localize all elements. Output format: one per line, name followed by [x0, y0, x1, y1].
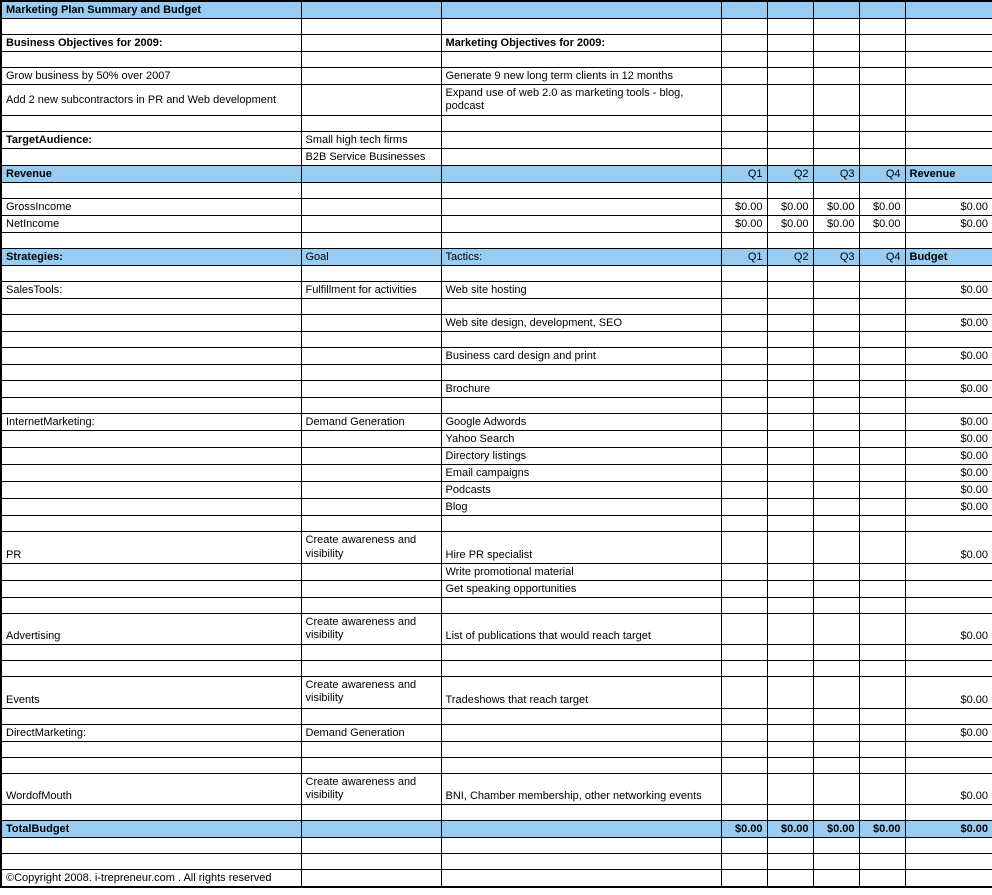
pr-name[interactable]: PR: [1, 532, 301, 563]
business-obj-1[interactable]: Grow business by 50% over 2007: [1, 68, 301, 85]
pr-t3[interactable]: Get speaking opportunities: [441, 580, 721, 597]
internet-row-3: Directory listings $0.00: [1, 448, 992, 465]
adv-row: Advertising Create awareness and visibil…: [1, 613, 992, 644]
pr-goal[interactable]: Create awareness and visibility: [301, 532, 441, 563]
internet-t2[interactable]: Yahoo Search: [441, 431, 721, 448]
rev-total[interactable]: Revenue: [905, 166, 992, 183]
copyright-text[interactable]: ©Copyright 2008. i-trepreneur.com . All …: [1, 869, 301, 887]
pr-row-3: Get speaking opportunities: [1, 580, 992, 597]
copyright-row: ©Copyright 2008. i-trepreneur.com . All …: [1, 869, 992, 887]
direct-row: DirectMarketing: Demand Generation $0.00: [1, 724, 992, 741]
rev-q1[interactable]: Q1: [721, 166, 767, 183]
goal-label[interactable]: Goal: [301, 249, 441, 266]
sales-row-1: SalesTools: Fulfillment for activities W…: [1, 282, 992, 299]
events-goal[interactable]: Create awareness and visibility: [301, 677, 441, 708]
revenue-label[interactable]: Revenue: [1, 166, 301, 183]
target-row-1: TargetAudience: Small high tech firms: [1, 132, 992, 149]
total-label[interactable]: TotalBudget: [1, 820, 301, 837]
marketing-obj-header[interactable]: Marketing Objectives for 2009:: [441, 35, 721, 52]
sales-t1[interactable]: Web site hosting: [441, 282, 721, 299]
sales-t3[interactable]: Business card design and print: [441, 348, 721, 365]
adv-name[interactable]: Advertising: [1, 613, 301, 644]
sales-row-3: Business card design and print $0.00: [1, 348, 992, 365]
sales-t4[interactable]: Brochure: [441, 381, 721, 398]
sales-row-2: Web site design, development, SEO $0.00: [1, 315, 992, 332]
business-obj-header[interactable]: Business Objectives for 2009:: [1, 35, 301, 52]
target-row-2: B2B Service Businesses: [1, 149, 992, 166]
net-label[interactable]: NetIncome: [1, 216, 301, 233]
budget-label[interactable]: Budget: [905, 249, 992, 266]
internet-row-4: Email campaigns $0.00: [1, 465, 992, 482]
direct-goal[interactable]: Demand Generation: [301, 724, 441, 741]
target-value-1[interactable]: Small high tech firms: [301, 132, 441, 149]
events-row: Events Create awareness and visibility T…: [1, 677, 992, 708]
internet-t4[interactable]: Email campaigns: [441, 465, 721, 482]
pr-row-2: Write promotional material: [1, 563, 992, 580]
events-name[interactable]: Events: [1, 677, 301, 708]
wom-name[interactable]: WordofMouth: [1, 773, 301, 804]
rev-q3[interactable]: Q3: [813, 166, 859, 183]
internet-goal[interactable]: Demand Generation: [301, 414, 441, 431]
internet-row-6: Blog $0.00: [1, 499, 992, 516]
title-row: Marketing Plan Summary and Budget: [1, 1, 992, 19]
tactics-label[interactable]: Tactics:: [441, 249, 721, 266]
objectives-header-row: Business Objectives for 2009: Marketing …: [1, 35, 992, 52]
obj-row-1: Grow business by 50% over 2007 Generate …: [1, 68, 992, 85]
pr-row-1: PR Create awareness and visibility Hire …: [1, 532, 992, 563]
rev-q4[interactable]: Q4: [859, 166, 905, 183]
strategies-header-row: Strategies: Goal Tactics: Q1 Q2 Q3 Q4 Bu…: [1, 249, 992, 266]
adv-t1[interactable]: List of publications that would reach ta…: [441, 613, 721, 644]
wom-goal[interactable]: Create awareness and visibility: [301, 773, 441, 804]
wom-row: WordofMouth Create awareness and visibil…: [1, 773, 992, 804]
pr-t1[interactable]: Hire PR specialist: [441, 532, 721, 563]
internet-t6[interactable]: Blog: [441, 499, 721, 516]
wom-t1[interactable]: BNI, Chamber membership, other networkin…: [441, 773, 721, 804]
strategies-label[interactable]: Strategies:: [1, 249, 301, 266]
target-value-2[interactable]: B2B Service Businesses: [301, 149, 441, 166]
internet-row-1: InternetMarketing: Demand Generation Goo…: [1, 414, 992, 431]
sales-goal[interactable]: Fulfillment for activities: [301, 282, 441, 299]
pr-t2[interactable]: Write promotional material: [441, 563, 721, 580]
events-t1[interactable]: Tradeshows that reach target: [441, 677, 721, 708]
internet-t1[interactable]: Google Adwords: [441, 414, 721, 431]
obj-row-2: Add 2 new subcontractors in PR and Web d…: [1, 85, 992, 116]
spreadsheet: Marketing Plan Summary and Budget Busine…: [0, 0, 992, 888]
revenue-header-row: Revenue Q1 Q2 Q3 Q4 Revenue: [1, 166, 992, 183]
rev-q2[interactable]: Q2: [767, 166, 813, 183]
gross-income-row: GrossIncome $0.00 $0.00 $0.00 $0.00 $0.0…: [1, 199, 992, 216]
business-obj-2[interactable]: Add 2 new subcontractors in PR and Web d…: [1, 85, 301, 116]
internet-t3[interactable]: Directory listings: [441, 448, 721, 465]
internet-name[interactable]: InternetMarketing:: [1, 414, 301, 431]
sales-row-4: Brochure $0.00: [1, 381, 992, 398]
total-budget-row: TotalBudget $0.00 $0.00 $0.00 $0.00 $0.0…: [1, 820, 992, 837]
marketing-obj-1[interactable]: Generate 9 new long term clients in 12 m…: [441, 68, 721, 85]
direct-name[interactable]: DirectMarketing:: [1, 724, 301, 741]
internet-t5[interactable]: Podcasts: [441, 482, 721, 499]
marketing-obj-2[interactable]: Expand use of web 2.0 as marketing tools…: [441, 85, 721, 116]
internet-row-2: Yahoo Search $0.00: [1, 431, 992, 448]
adv-goal[interactable]: Create awareness and visibility: [301, 613, 441, 644]
target-label[interactable]: TargetAudience:: [1, 132, 301, 149]
title-cell[interactable]: Marketing Plan Summary and Budget: [1, 1, 301, 19]
net-income-row: NetIncome $0.00 $0.00 $0.00 $0.00 $0.00: [1, 216, 992, 233]
sales-name[interactable]: SalesTools:: [1, 282, 301, 299]
gross-label[interactable]: GrossIncome: [1, 199, 301, 216]
internet-row-5: Podcasts $0.00: [1, 482, 992, 499]
sales-t2[interactable]: Web site design, development, SEO: [441, 315, 721, 332]
